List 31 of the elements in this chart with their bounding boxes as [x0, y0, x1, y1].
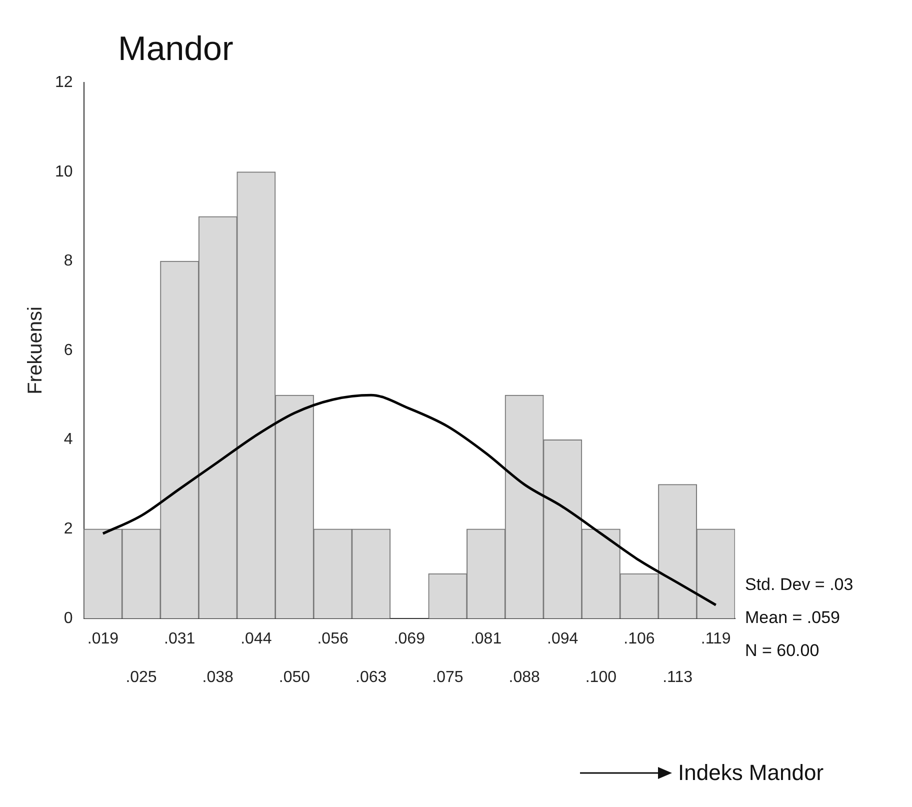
x-tick-label: .019: [87, 630, 119, 648]
y-tick-label: 12: [55, 74, 73, 92]
x-tick-label: .075: [432, 668, 464, 686]
text: Mean = .059: [745, 607, 841, 629]
y-axis-title: Frekuensi: [24, 306, 47, 394]
x-axis-title: Indeks Mandor: [678, 760, 824, 786]
y-tick-label: 2: [64, 520, 73, 538]
chart-title: Mandor: [118, 30, 234, 69]
x-tick-label: .100: [585, 668, 617, 686]
y-tick-label: 4: [64, 431, 73, 448]
y-tick-label: 8: [64, 252, 73, 270]
x-tick-label: .094: [547, 630, 578, 648]
x-tick-label: .038: [202, 668, 234, 686]
x-tick-label: .025: [126, 668, 157, 686]
x-tick-label: .044: [240, 630, 272, 648]
line-series: [102, 394, 718, 606]
x-tick-label: .113: [662, 668, 693, 686]
y-tick-label: 0: [64, 610, 73, 627]
y-tick-label: 10: [55, 163, 73, 180]
x-tick-label: .069: [394, 630, 426, 648]
x-tick-label: .050: [278, 668, 310, 686]
x-tick-label: .106: [624, 630, 655, 648]
x-tick-label: .063: [356, 668, 387, 686]
x-tick-label: .119: [700, 630, 731, 648]
text: Std. Dev = .03: [745, 574, 854, 596]
text: N = 60.00: [745, 640, 820, 662]
x-tick-label: .056: [317, 630, 348, 648]
x-tick-label: .031: [164, 630, 196, 648]
x-tick-label: .088: [508, 668, 540, 686]
y-tick-label: 6: [64, 342, 73, 359]
x-tick-label: .081: [470, 630, 502, 648]
